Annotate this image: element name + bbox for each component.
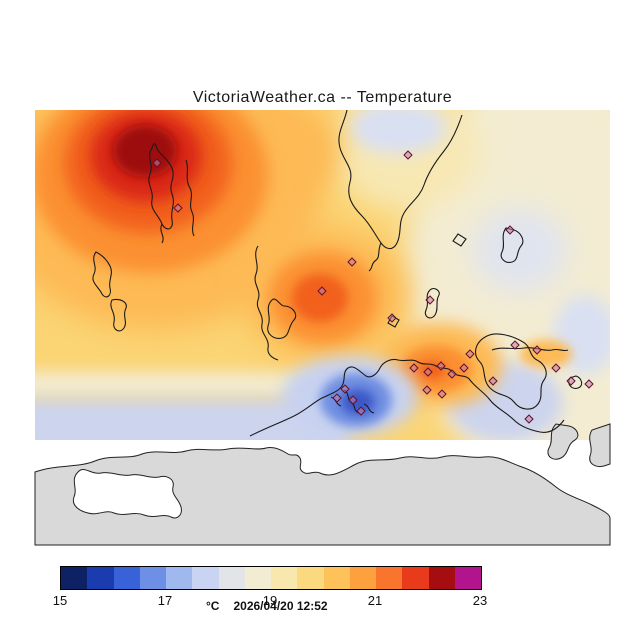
temperature-contour-blob xyxy=(292,274,348,322)
timestamp: 2026/04/20 12:52 xyxy=(233,599,328,613)
colorbar-segment xyxy=(113,567,140,589)
coastline-path xyxy=(110,298,127,332)
no-data-land xyxy=(34,423,611,546)
colorbar-segment xyxy=(402,567,429,589)
station-marker xyxy=(409,363,419,373)
station-marker xyxy=(332,393,342,403)
station-marker xyxy=(510,340,520,350)
temperature-contour-blob xyxy=(113,125,177,177)
coastline-path xyxy=(92,251,112,298)
coastline-path xyxy=(363,403,375,414)
coastlines xyxy=(92,109,583,437)
station-marker xyxy=(584,379,594,389)
temperature-contour-blob xyxy=(472,208,568,292)
station-marker xyxy=(387,313,397,323)
coastline-path xyxy=(474,333,547,410)
colorbar-segment xyxy=(192,567,219,589)
station-marker xyxy=(403,150,413,160)
station-marker xyxy=(524,414,534,424)
coastline-path xyxy=(424,287,440,319)
colorbar-tick-label: 17 xyxy=(157,593,173,608)
colorbar-tick-label: 19 xyxy=(262,593,278,608)
station-marker xyxy=(551,363,561,373)
coastline-path xyxy=(338,109,463,250)
colorbar-segment xyxy=(218,567,245,589)
temperature-field xyxy=(35,110,610,440)
colorbar-segment xyxy=(297,567,324,589)
land-island-southeast xyxy=(547,423,579,460)
station-marker xyxy=(532,345,542,355)
coastline-path xyxy=(148,143,174,230)
coastline-path xyxy=(452,233,467,247)
coastline-path xyxy=(387,315,400,328)
colorbar-segment xyxy=(271,567,298,589)
colorbar-segment xyxy=(454,567,481,589)
land-mainland-edge xyxy=(589,423,611,467)
coastline-path xyxy=(185,159,195,237)
station-marker xyxy=(488,376,498,386)
coastline-path xyxy=(160,223,164,244)
colorbar-tick-label: 23 xyxy=(472,593,488,608)
station-marker xyxy=(459,363,469,373)
station-marker xyxy=(423,367,433,377)
colorbar-tick-label: 15 xyxy=(52,593,68,608)
station-marker xyxy=(465,349,475,359)
colorbar xyxy=(60,566,482,590)
coastline-path xyxy=(254,245,279,361)
land-olympic-peninsula xyxy=(34,447,611,546)
station-marker xyxy=(437,389,447,399)
coastline-path xyxy=(249,358,565,437)
station-marker xyxy=(347,257,357,267)
page-title: VictoriaWeather.ca -- Temperature xyxy=(192,89,453,106)
station-marker xyxy=(436,361,446,371)
station-marker xyxy=(317,286,327,296)
temperature-contour-blob xyxy=(350,110,446,154)
colorbar-segment xyxy=(428,567,455,589)
unit-label: °C xyxy=(206,599,220,613)
station-marker xyxy=(348,395,358,405)
colorbar-segment xyxy=(244,567,271,589)
station-marker xyxy=(422,385,432,395)
station-marker xyxy=(152,158,162,168)
coastline-path xyxy=(368,242,382,272)
temperature-contour-blob xyxy=(520,340,572,368)
station-marker xyxy=(425,295,435,305)
coastline-path xyxy=(267,298,297,339)
colorbar-unit-line: °C 2026/04/20 12:52 xyxy=(206,599,328,613)
station-marker xyxy=(505,225,515,235)
colorbar-segment xyxy=(87,567,114,589)
colorbar-segment xyxy=(139,567,166,589)
lake-inside-land xyxy=(72,468,182,519)
station-markers xyxy=(152,150,594,424)
coastline-path xyxy=(500,227,524,263)
station-marker xyxy=(566,376,576,386)
colorbar-segment xyxy=(166,567,193,589)
station-marker xyxy=(173,203,183,213)
station-marker xyxy=(447,369,457,379)
colorbar-segment xyxy=(376,567,403,589)
colorbar-tick-label: 21 xyxy=(367,593,383,608)
colorbar-segment xyxy=(61,567,88,589)
colorbar-segment xyxy=(323,567,350,589)
temperature-contour-blob xyxy=(35,372,330,398)
temperature-contour-blob xyxy=(341,389,375,415)
station-marker xyxy=(340,384,350,394)
colorbar-segment xyxy=(349,567,376,589)
station-marker xyxy=(356,406,366,416)
